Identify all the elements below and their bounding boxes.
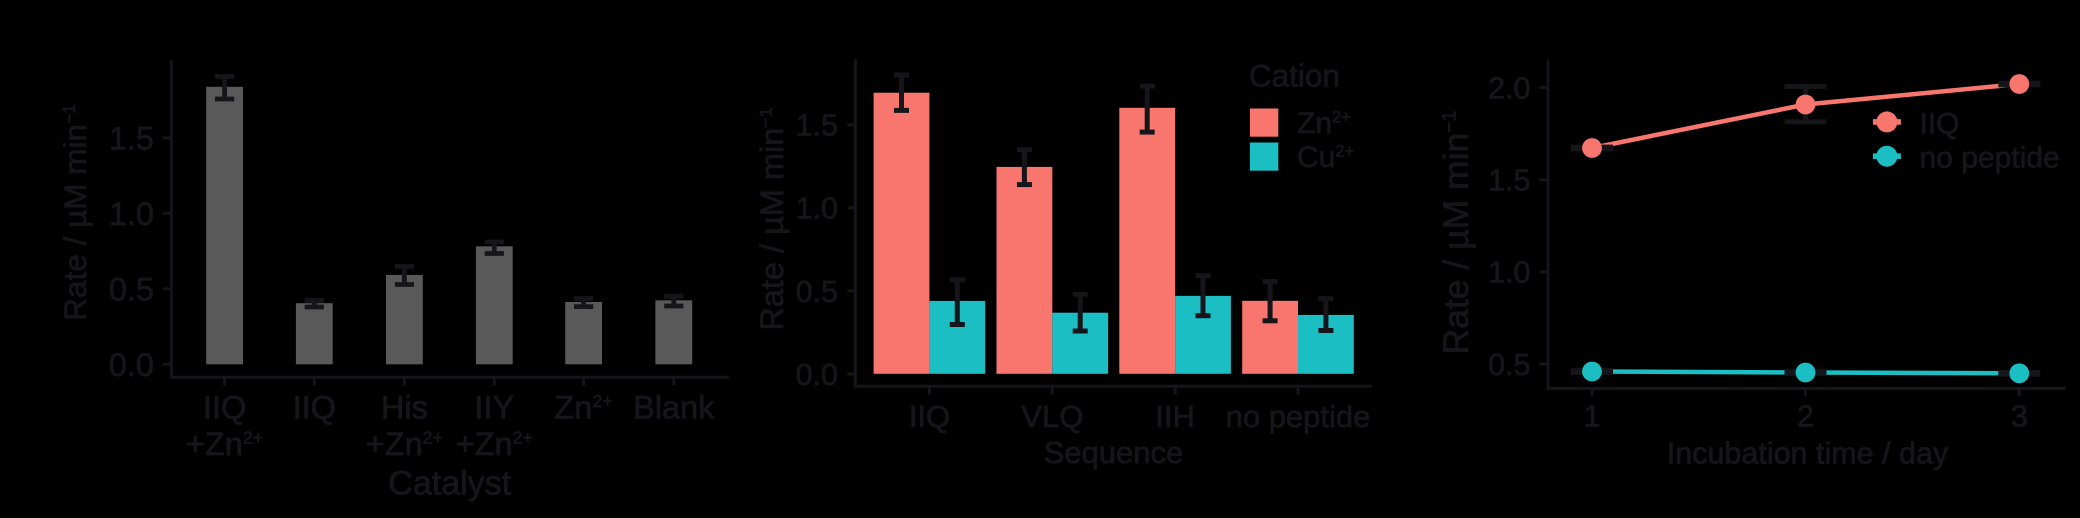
svg-text:IIQ: IIQ xyxy=(203,390,246,426)
svg-text:2.0: 2.0 xyxy=(1488,72,1530,106)
svg-text:3: 3 xyxy=(2011,400,2028,434)
svg-text:1.0: 1.0 xyxy=(796,192,838,226)
svg-text:VLQ: VLQ xyxy=(1021,399,1083,434)
svg-text:Sequence: Sequence xyxy=(1044,435,1184,470)
svg-text:1.5: 1.5 xyxy=(796,109,838,143)
svg-text:Catalyst: Catalyst xyxy=(388,464,511,502)
svg-text:Zn2+: Zn2+ xyxy=(1297,107,1351,140)
svg-text:IIH: IIH xyxy=(1155,399,1195,434)
svg-text:1.5: 1.5 xyxy=(1488,164,1530,198)
svg-text:1: 1 xyxy=(1584,400,1601,434)
svg-text:IIQ: IIQ xyxy=(1920,107,1960,140)
svg-text:0.5: 0.5 xyxy=(796,275,838,309)
svg-text:IIQ: IIQ xyxy=(909,399,950,434)
svg-text:1.5: 1.5 xyxy=(109,120,154,156)
svg-text:Blank: Blank xyxy=(633,390,715,426)
svg-text:no peptide: no peptide xyxy=(1920,142,2060,175)
svg-text:IIY: IIY xyxy=(474,390,514,426)
svg-text:IIQ: IIQ xyxy=(293,390,336,426)
svg-text:Rate / µM min−1: Rate / µM min−1 xyxy=(754,107,790,330)
svg-text:His: His xyxy=(381,390,428,426)
svg-text:Incubation time / day: Incubation time / day xyxy=(1667,436,1949,470)
svg-text:0.5: 0.5 xyxy=(1488,348,1530,382)
svg-text:0.5: 0.5 xyxy=(109,271,154,307)
svg-text:0.0: 0.0 xyxy=(796,358,838,392)
svg-text:no peptide: no peptide xyxy=(1226,399,1371,434)
svg-text:2: 2 xyxy=(1797,400,1814,434)
svg-text:Rate / µM min−1: Rate / µM min−1 xyxy=(57,104,93,320)
svg-text:Rate / µM min−1: Rate / µM min−1 xyxy=(1436,111,1476,355)
svg-text:1.0: 1.0 xyxy=(1488,256,1530,290)
svg-text:Cation: Cation xyxy=(1249,57,1340,93)
svg-text:1.0: 1.0 xyxy=(109,196,154,232)
svg-text:0.0: 0.0 xyxy=(109,347,154,383)
